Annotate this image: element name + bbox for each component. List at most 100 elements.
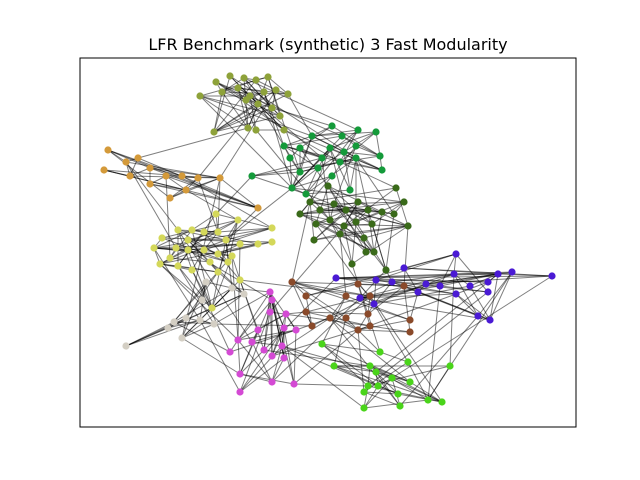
network-edge xyxy=(291,281,347,297)
node-yellow xyxy=(200,228,208,236)
network-edge xyxy=(219,89,277,179)
network-edge xyxy=(213,291,271,325)
network-edge xyxy=(165,175,259,209)
node-darkgreen xyxy=(296,210,304,218)
network-edge xyxy=(217,271,245,295)
node-orange xyxy=(216,174,224,182)
network-edge xyxy=(187,249,213,309)
network-edge xyxy=(237,87,257,131)
network-edge xyxy=(363,385,379,409)
network-edge xyxy=(283,135,343,147)
node-lime xyxy=(404,358,412,366)
network-edge xyxy=(299,201,359,215)
network-edge xyxy=(333,317,347,367)
network-edge xyxy=(237,339,241,375)
node-green xyxy=(352,154,360,162)
network-edge xyxy=(329,131,377,149)
node-lime xyxy=(376,348,384,356)
node-yellow xyxy=(184,236,192,244)
network-edge xyxy=(309,187,397,203)
network-edge xyxy=(125,161,179,231)
network-edge xyxy=(197,103,259,179)
network-edge xyxy=(291,187,405,203)
node-green xyxy=(326,144,334,152)
node-orange xyxy=(100,166,108,174)
node-orange xyxy=(182,186,190,194)
network-edge xyxy=(453,273,479,317)
network-edge xyxy=(407,361,429,401)
network-edge xyxy=(363,399,429,409)
network-edge xyxy=(169,257,211,263)
node-purple xyxy=(422,280,430,288)
node-lime xyxy=(394,390,402,398)
node-darkgreen xyxy=(368,220,376,228)
node-green xyxy=(336,158,344,166)
network-edge xyxy=(355,211,383,223)
node-green xyxy=(314,164,322,172)
network-edge xyxy=(305,129,359,195)
node-green xyxy=(372,128,380,136)
network-edge xyxy=(283,129,341,163)
network-edge xyxy=(333,201,405,205)
network-edge xyxy=(245,99,281,117)
network-edge xyxy=(339,233,365,239)
network-edge xyxy=(327,185,367,253)
node-magenta xyxy=(254,326,262,334)
chart-title: LFR Benchmark (synthetic) 3 Fast Modular… xyxy=(148,35,507,54)
node-brown xyxy=(342,292,350,300)
network-edge xyxy=(237,87,249,129)
network-edge xyxy=(329,219,365,239)
node-purple xyxy=(414,288,422,296)
network-edge xyxy=(149,167,221,179)
node-darkgreen xyxy=(362,248,370,256)
node-lime xyxy=(318,340,326,348)
network-edge xyxy=(375,371,443,403)
network-edge xyxy=(489,273,499,321)
network-edge xyxy=(221,91,289,95)
network-edge xyxy=(321,295,347,345)
node-darkgreen xyxy=(336,230,344,238)
node-olive xyxy=(260,88,268,96)
node-purple xyxy=(356,294,364,302)
node-green xyxy=(286,154,294,162)
node-magenta xyxy=(248,338,256,346)
network-edge xyxy=(213,103,259,133)
network-edge xyxy=(185,271,219,319)
node-darkgreen xyxy=(340,222,348,230)
network-edge xyxy=(239,349,265,375)
node-orange xyxy=(104,146,112,154)
network-edge xyxy=(215,175,253,215)
network-edge xyxy=(357,303,375,331)
network-edge xyxy=(263,349,371,367)
node-green xyxy=(296,144,304,152)
network-edge xyxy=(335,271,513,279)
network-edge xyxy=(291,201,311,283)
network-edge xyxy=(355,157,369,211)
network-edge xyxy=(369,295,443,403)
network-edge xyxy=(395,187,409,227)
node-lime xyxy=(374,382,382,390)
network-edge xyxy=(217,243,241,255)
network-edge xyxy=(281,345,377,373)
network-edge xyxy=(149,183,259,209)
network-edge xyxy=(293,383,369,387)
network-edge xyxy=(281,345,379,387)
node-brown xyxy=(354,326,362,334)
node-purple xyxy=(436,282,444,290)
network-edge xyxy=(329,317,411,383)
node-magenta xyxy=(290,380,298,388)
node-yellow xyxy=(156,260,164,268)
node-darkgreen xyxy=(306,198,314,206)
network-edge xyxy=(455,293,491,321)
network-edge xyxy=(271,107,333,127)
node-olive xyxy=(254,100,262,108)
network-edge xyxy=(489,271,513,321)
node-magenta xyxy=(266,308,274,316)
node-green xyxy=(288,184,296,192)
network-edge xyxy=(363,391,401,407)
network-edge xyxy=(343,223,373,227)
network-edge xyxy=(305,295,359,331)
network-edge xyxy=(169,177,221,199)
network-edge xyxy=(231,287,271,293)
